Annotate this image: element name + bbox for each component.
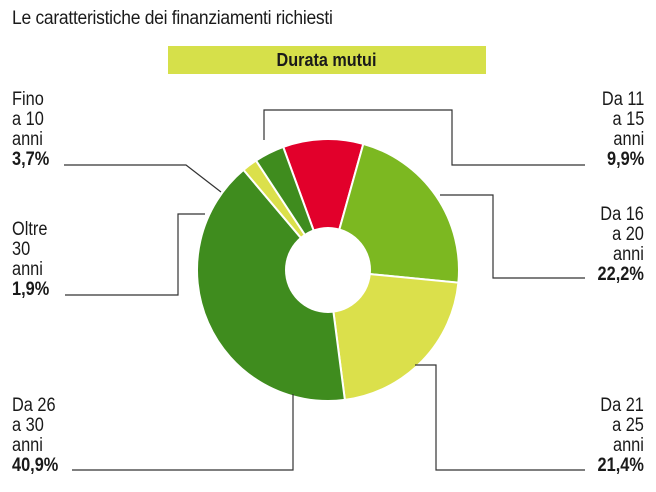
- donut-hole: [285, 227, 371, 313]
- slice-label-fino-a-10: Fino a 10 anni 3,7%: [12, 89, 50, 170]
- slice-label-da-26-a-30: Da 26 a 30 anni 40,9%: [12, 395, 59, 476]
- pie-slice-da-11-a-15-anni: [281, 138, 365, 274]
- slice-label-da-16-a-20: Da 16 a 20 anni 22,2%: [597, 204, 644, 285]
- pie-slice-da-21-a-25-anni: [326, 268, 460, 402]
- slice-label-da-11-a-15: Da 11 a 15 anni 9,9%: [601, 89, 644, 170]
- pie-slice-da-26-a-30-anni: [195, 168, 346, 402]
- leader-line-da-16-a-20: [440, 194, 585, 279]
- slice-label-oltre-30: Oltre 30 anni 1,9%: [12, 219, 50, 300]
- chart-subtitle-banner: Durata mutui: [168, 46, 486, 74]
- chart-title: Le caratteristiche dei finanziamenti ric…: [12, 8, 333, 29]
- leader-line-fino-a-10: [64, 164, 222, 193]
- slice-label-da-21-a-25: Da 21 a 25 anni 21,4%: [597, 395, 644, 476]
- leader-line-da-11-a-15: [263, 109, 585, 166]
- leader-line-da-26-a-30: [72, 394, 294, 471]
- leader-line-da-21-a-25: [415, 364, 585, 471]
- chart-subtitle: Durata mutui: [277, 49, 377, 70]
- leader-line-oltre-30: [65, 213, 205, 296]
